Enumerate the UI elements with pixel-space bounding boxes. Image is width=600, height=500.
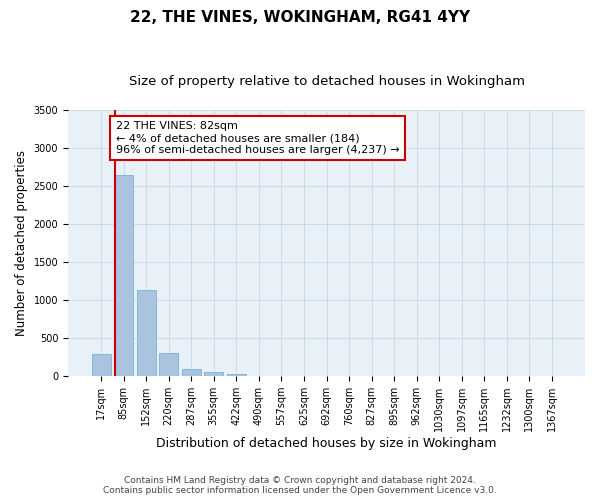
Bar xyxy=(137,290,156,376)
Bar xyxy=(227,374,246,376)
X-axis label: Distribution of detached houses by size in Wokingham: Distribution of detached houses by size … xyxy=(156,437,497,450)
Text: 22 THE VINES: 82sqm
← 4% of detached houses are smaller (184)
96% of semi-detach: 22 THE VINES: 82sqm ← 4% of detached hou… xyxy=(116,122,400,154)
Text: Contains HM Land Registry data © Crown copyright and database right 2024.
Contai: Contains HM Land Registry data © Crown c… xyxy=(103,476,497,495)
Bar xyxy=(182,369,201,376)
Bar xyxy=(204,372,223,376)
Bar xyxy=(114,174,133,376)
Text: 22, THE VINES, WOKINGHAM, RG41 4YY: 22, THE VINES, WOKINGHAM, RG41 4YY xyxy=(130,10,470,25)
Bar xyxy=(159,354,178,376)
Title: Size of property relative to detached houses in Wokingham: Size of property relative to detached ho… xyxy=(128,75,524,88)
Y-axis label: Number of detached properties: Number of detached properties xyxy=(15,150,28,336)
Bar xyxy=(92,354,110,376)
